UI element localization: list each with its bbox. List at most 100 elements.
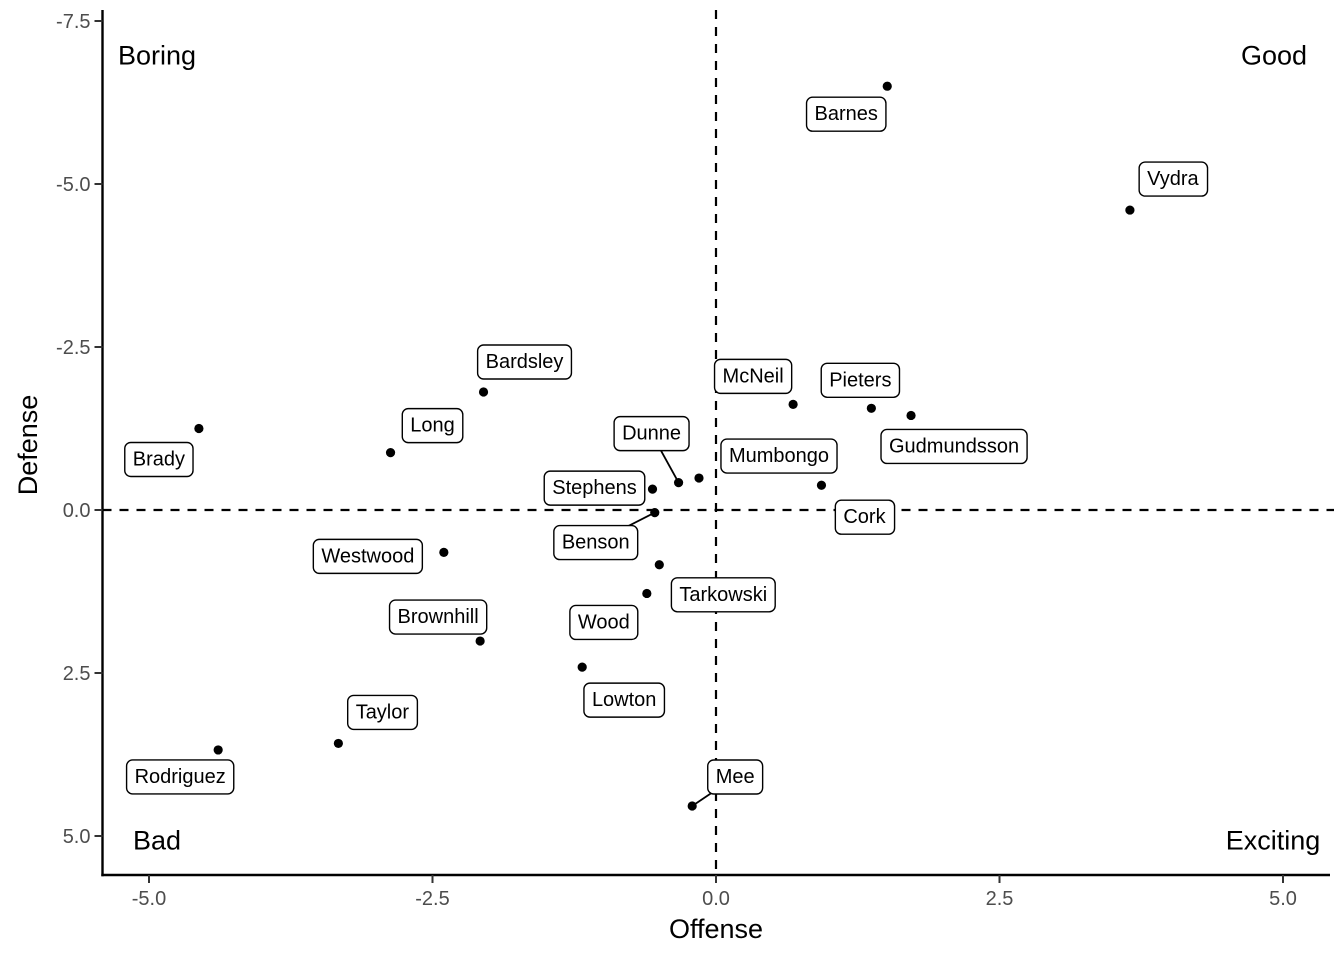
point-label-group: Mumbongo xyxy=(720,438,838,474)
point-label: McNeil xyxy=(723,365,784,387)
y-axis-title: Defense xyxy=(13,395,43,496)
x-tick-label: -2.5 xyxy=(415,888,449,910)
data-point xyxy=(687,801,697,811)
point-label-group: Taylor xyxy=(346,694,419,731)
point-label: Brady xyxy=(133,449,185,471)
point-label-box xyxy=(713,358,793,395)
data-point xyxy=(475,636,485,646)
data-point xyxy=(650,508,660,518)
x-tick-label: -5.0 xyxy=(132,888,166,910)
point-label-group: Benson xyxy=(553,524,639,561)
quadrant-label-bottom-left: Bad xyxy=(133,826,181,856)
y-tick-label: -5.0 xyxy=(56,174,90,196)
point-label-group: Bardsley xyxy=(476,344,573,380)
point-label-group: Pieters xyxy=(820,362,901,398)
point-label-box xyxy=(476,344,573,380)
point-label-box xyxy=(707,759,764,795)
data-point xyxy=(385,448,396,458)
data-point xyxy=(673,478,684,488)
point-label: Taylor xyxy=(356,701,410,723)
data-point xyxy=(213,745,223,755)
point-label-group: Westwood xyxy=(312,538,424,575)
point-label-box xyxy=(805,96,887,132)
point-label-box xyxy=(613,415,690,452)
point-label-box xyxy=(569,604,639,641)
point-label-box xyxy=(401,407,464,444)
point-label: Mee xyxy=(716,766,755,788)
data-point xyxy=(642,588,652,599)
point-label: Wood xyxy=(578,611,630,633)
point-label-box xyxy=(124,441,194,478)
x-tick-label: 0.0 xyxy=(702,888,730,910)
data-point xyxy=(882,81,892,91)
data-point xyxy=(788,399,798,409)
point-label-box xyxy=(670,577,776,613)
data-point xyxy=(1125,205,1135,215)
point-label: Vydra xyxy=(1147,168,1199,190)
data-point xyxy=(478,387,489,397)
point-label: Dunne xyxy=(622,423,681,445)
point-label-group: McNeil xyxy=(713,358,793,395)
point-label: Gudmundsson xyxy=(889,435,1019,457)
point-label-box xyxy=(543,470,646,506)
x-tick-label: 5.0 xyxy=(1269,888,1297,910)
point-label-group: Brownhill xyxy=(388,599,488,635)
axes-layer: -5.0 -2.5 0.0 2.5 5.0 -7.5 -5.0 -2.5 0.0 2.5 5.0 xyxy=(56,10,1330,910)
point-label: Long xyxy=(410,415,455,437)
point-label-box xyxy=(312,538,424,575)
point-label-group: Vydra xyxy=(1138,161,1209,197)
point-label-box xyxy=(388,599,488,635)
point-label-box xyxy=(346,694,419,731)
point-label: Rodriguez xyxy=(135,766,226,788)
point-label-group: Cork xyxy=(834,499,896,535)
point-label-box xyxy=(1138,161,1209,197)
point-label: Westwood xyxy=(321,545,414,567)
data-point xyxy=(816,480,827,490)
point-label: Bardsley xyxy=(486,351,564,373)
data-point xyxy=(577,662,587,672)
point-label-group: Gudmundsson xyxy=(880,428,1028,465)
data-points-layer xyxy=(194,81,1135,811)
point-label-box xyxy=(720,438,838,474)
data-point xyxy=(866,403,876,413)
data-point xyxy=(647,484,658,494)
point-label-box xyxy=(583,682,666,718)
x-tick-label: 2.5 xyxy=(986,888,1014,910)
data-point xyxy=(906,410,916,421)
point-label-group: Wood xyxy=(569,604,639,641)
data-point xyxy=(194,423,204,434)
point-label-box xyxy=(880,428,1028,465)
data-point xyxy=(439,547,449,557)
data-point xyxy=(694,473,704,483)
point-label: Benson xyxy=(562,532,630,554)
point-label-group: Rodriguez xyxy=(125,759,235,795)
point-label: Lowton xyxy=(592,689,657,711)
point-label-group: Stephens xyxy=(543,470,646,506)
point-label: Cork xyxy=(843,506,886,528)
point-label-group: Tarkowski xyxy=(670,577,776,613)
point-label: Mumbongo xyxy=(729,445,829,467)
quadrant-labels-layer: Boring Good Bad Exciting xyxy=(118,41,1320,856)
point-label-group: Brady xyxy=(124,441,194,478)
point-label: Pieters xyxy=(829,369,891,391)
point-label-box xyxy=(125,759,235,795)
x-axis-title: Offense xyxy=(669,914,763,944)
point-label-group: Mee xyxy=(707,759,764,795)
y-tick-label: 5.0 xyxy=(63,826,91,848)
point-label: Stephens xyxy=(552,477,637,499)
quadrant-label-top-left: Boring xyxy=(118,41,196,71)
point-labels-layer: Barnes Vydra Brady Long Bardsley McNeil Pieter… xyxy=(124,96,1209,795)
point-label-group: Dunne xyxy=(613,415,690,452)
y-tick-label: -2.5 xyxy=(56,337,90,359)
point-label: Barnes xyxy=(815,103,878,125)
point-label-box xyxy=(820,362,901,398)
point-label-group: Lowton xyxy=(583,682,666,718)
y-tick-label: 2.5 xyxy=(63,663,91,685)
point-label-box xyxy=(553,524,639,561)
quadrant-label-top-right: Good xyxy=(1241,41,1307,71)
point-label-box xyxy=(834,499,896,535)
data-point xyxy=(333,738,343,749)
point-label-group: Long xyxy=(401,407,464,444)
